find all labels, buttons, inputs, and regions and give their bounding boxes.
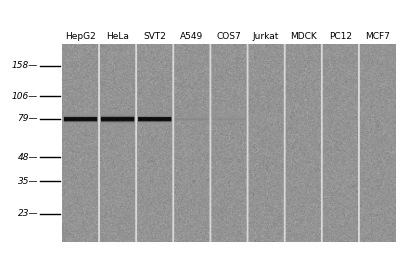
Text: SVT2: SVT2 [143, 32, 166, 41]
Text: 158—: 158— [12, 61, 38, 70]
Text: COS7: COS7 [217, 32, 241, 41]
Text: 106—: 106— [12, 92, 38, 101]
Text: 79—: 79— [18, 114, 38, 123]
Text: MDCK: MDCK [290, 32, 316, 41]
Text: Jurkat: Jurkat [253, 32, 279, 41]
Text: HeLa: HeLa [106, 32, 129, 41]
Text: PC12: PC12 [329, 32, 352, 41]
Text: HepG2: HepG2 [65, 32, 96, 41]
Text: 35—: 35— [18, 177, 38, 186]
Text: 23—: 23— [18, 209, 38, 218]
Text: A549: A549 [180, 32, 204, 41]
Text: MCF7: MCF7 [365, 32, 390, 41]
Text: 48—: 48— [18, 153, 38, 162]
